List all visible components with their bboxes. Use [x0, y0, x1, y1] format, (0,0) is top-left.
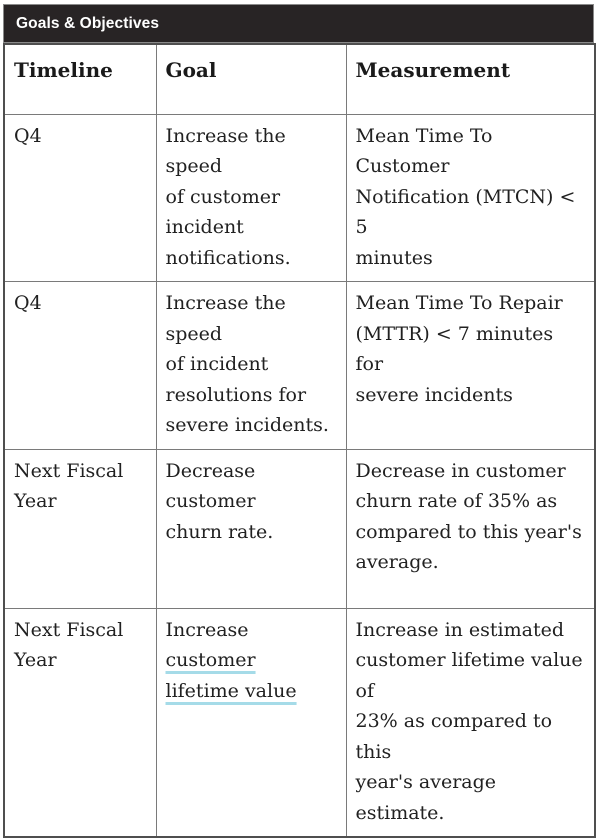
timeline-cell: Q4	[3, 281, 157, 450]
table-row: Q4 Increase the speed of incident resolu…	[3, 281, 596, 450]
column-header-goal: Goal	[155, 43, 347, 115]
measurement-cell: Decrease in customer churn rate of 35% a…	[345, 448, 596, 609]
table-row: Next Fiscal Year Increase customer lifet…	[3, 607, 596, 838]
measurement-cell: Increase in estimated customer lifetime …	[345, 607, 596, 838]
customer-lifetime-value-link[interactable]: customer lifetime value	[165, 649, 297, 702]
measurement-cell: Mean Time To Customer Notification (MTCN…	[345, 113, 596, 282]
goals-table: Timeline Goal Measurement Q4 Increase th…	[3, 43, 596, 838]
table-row: Q4 Increase the speed of customer incide…	[3, 113, 596, 282]
table-title: Goals & Objectives	[16, 14, 160, 32]
table-header-row: Timeline Goal Measurement	[3, 43, 596, 115]
timeline-cell: Next Fiscal Year	[3, 607, 157, 838]
goal-text-prefix: Increase	[165, 618, 249, 641]
goal-cell: Increase the speed of incident resolutio…	[155, 281, 347, 450]
goal-cell: Increase the speed of customer incident …	[155, 113, 347, 282]
table-title-bar: Goals & Objectives	[3, 4, 594, 43]
timeline-cell: Q4	[3, 113, 157, 282]
goal-cell: Increase customer lifetime value	[155, 607, 347, 838]
goals-objectives-section: Goals & Objectives Timeline Goal Measure…	[3, 4, 596, 838]
measurement-cell: Mean Time To Repair (MTTR) < 7 minutes f…	[345, 281, 596, 450]
table-row: Next Fiscal Year Decrease customer churn…	[3, 448, 596, 609]
column-header-measurement: Measurement	[345, 43, 596, 115]
column-header-timeline: Timeline	[3, 43, 157, 115]
timeline-cell: Next Fiscal Year	[3, 448, 157, 609]
goal-cell: Decrease customer churn rate.	[155, 448, 347, 609]
